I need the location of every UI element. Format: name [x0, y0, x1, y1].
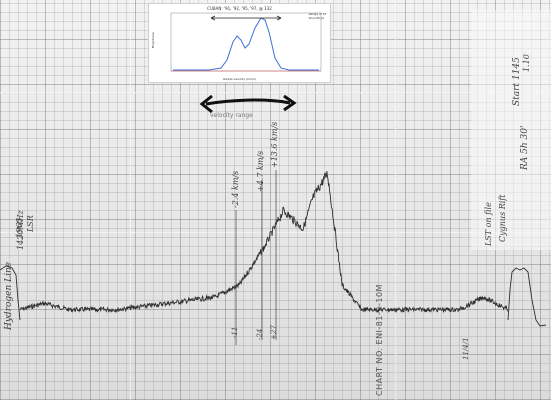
lower-mark-3: +27 [270, 325, 278, 340]
peak-label-3: +13.6 km/s [270, 121, 279, 168]
paper-crease [0, 232, 551, 233]
annotation-right-top-1: Start 1145 [512, 57, 522, 106]
taped-note-panel [471, 10, 551, 250]
pen-trace-line [19, 171, 509, 314]
pen-trace-end-rise [507, 267, 547, 327]
lower-mark-2: -24 [256, 328, 264, 340]
peak-label-2: +4.7 km/s [256, 150, 265, 192]
lower-mark-1: -11 [231, 326, 239, 338]
annotation-right-bottom-2: LST on file [484, 202, 493, 246]
inset-plot-area [170, 12, 322, 72]
inset-spectrum-plot: CUBAN: '91, '92, '95, '97, @ 132 Range o… [148, 3, 331, 83]
lower-right-mark: 11/4/1 [462, 337, 470, 360]
annotation-right-mid: RA 5h 30' [520, 125, 530, 170]
inset-fit-range [210, 15, 282, 21]
peak-tick-marks [235, 170, 277, 345]
annotation-right-top-2: 1.10 [522, 54, 531, 72]
paper-crease [395, 0, 397, 400]
legend-entry: Smoothed [308, 16, 324, 20]
legend-entry: Range of fit [308, 12, 326, 16]
inset-spectrum-curve [173, 17, 319, 71]
annotation-right-bottom-1: Cygnus Rift [498, 194, 507, 242]
annotation-upper-left-2: LSR [26, 215, 35, 232]
left-step-trace [0, 265, 21, 321]
chart-number-label: CHART NO. ENI-81-2-10M [375, 284, 384, 396]
annotation-upper-left-1: 1965 [15, 217, 24, 238]
inset-x-label: Radial velocity (km/s) [223, 77, 256, 81]
inset-title: CUBAN: '91, '92, '95, '97, @ 132 [207, 6, 272, 11]
scale-arrow-label: velocity range [210, 112, 253, 119]
annotation-left-vertical-1: Hydrogen Line [4, 261, 14, 330]
inset-legend: Range of fit Smoothed [309, 12, 326, 20]
paper-crease [0, 92, 551, 94]
paper-crease [130, 0, 131, 400]
peak-label-1: -2.4 km/s [231, 170, 240, 208]
double-headed-arrow [199, 94, 297, 114]
